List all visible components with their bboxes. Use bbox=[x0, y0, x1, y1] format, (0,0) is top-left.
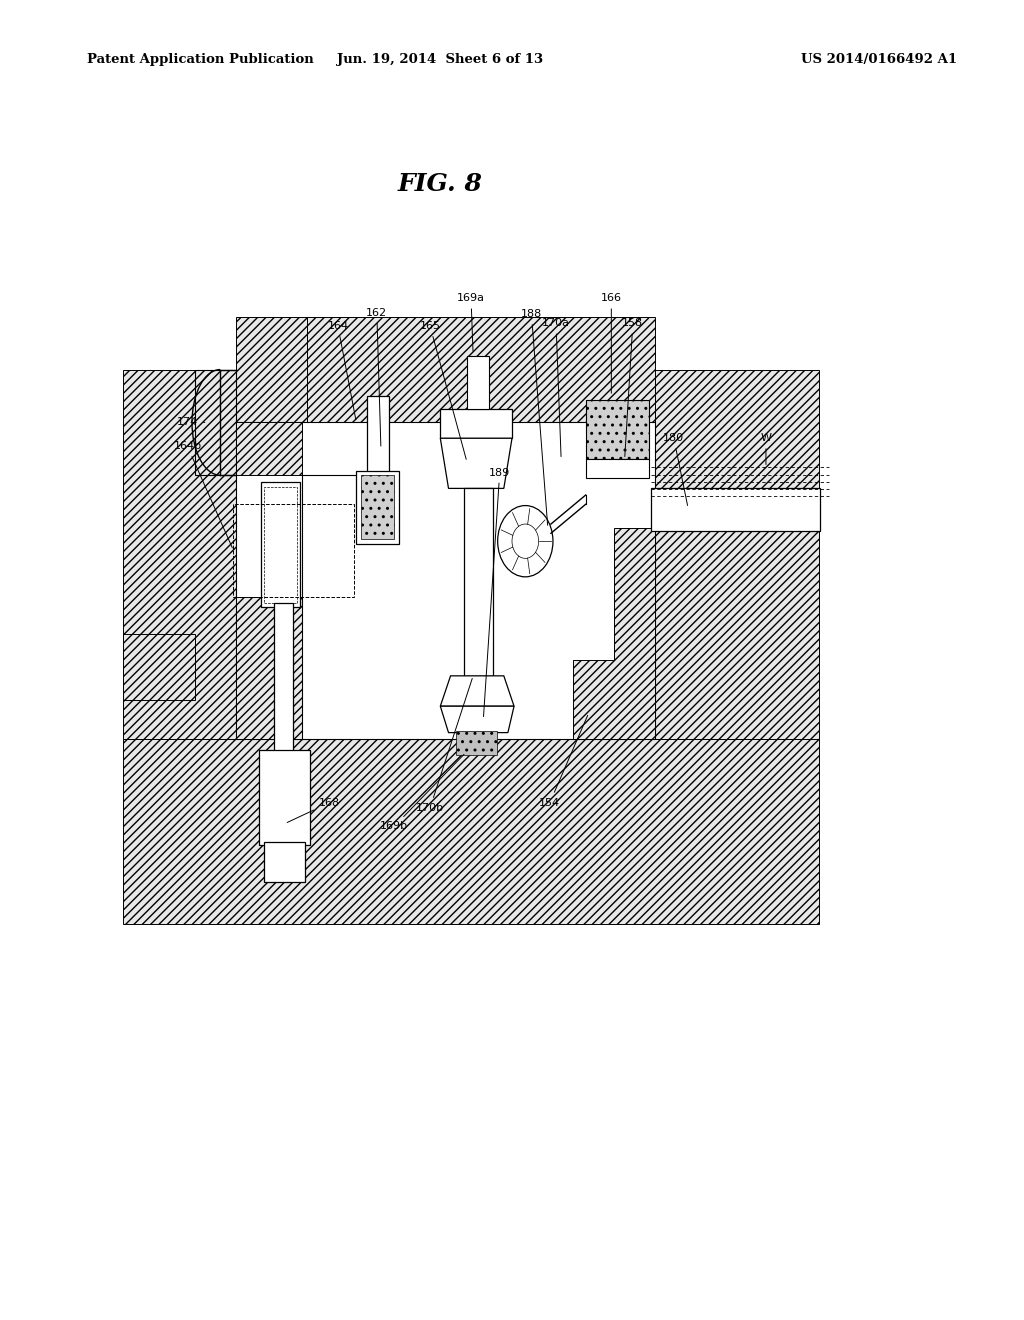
Bar bbox=[259, 750, 310, 845]
Text: 174: 174 bbox=[177, 417, 205, 428]
Bar bbox=[233, 504, 354, 597]
Text: 162: 162 bbox=[367, 308, 387, 446]
Polygon shape bbox=[123, 700, 819, 924]
Text: W: W bbox=[761, 433, 771, 465]
Polygon shape bbox=[236, 317, 307, 475]
Polygon shape bbox=[440, 706, 514, 733]
Polygon shape bbox=[440, 438, 512, 488]
Polygon shape bbox=[440, 409, 512, 438]
Text: 164: 164 bbox=[328, 321, 355, 420]
Text: 170a: 170a bbox=[542, 318, 570, 457]
Polygon shape bbox=[236, 422, 302, 475]
Text: 166: 166 bbox=[601, 293, 622, 393]
Bar bbox=[467, 356, 489, 409]
Bar bbox=[261, 482, 300, 607]
Text: 169b: 169b bbox=[380, 755, 464, 832]
Polygon shape bbox=[440, 676, 514, 706]
Bar bbox=[264, 487, 297, 603]
Bar bbox=[367, 396, 389, 475]
Bar bbox=[361, 475, 394, 539]
Circle shape bbox=[512, 524, 539, 558]
Text: FIG. 8: FIG. 8 bbox=[398, 172, 482, 195]
Text: 189: 189 bbox=[483, 467, 510, 717]
Polygon shape bbox=[195, 370, 236, 475]
Text: Jun. 19, 2014  Sheet 6 of 13: Jun. 19, 2014 Sheet 6 of 13 bbox=[337, 53, 544, 66]
Text: 165: 165 bbox=[420, 321, 466, 459]
Bar bbox=[236, 422, 655, 739]
Bar bbox=[456, 731, 497, 755]
Text: 168: 168 bbox=[287, 797, 340, 822]
Bar bbox=[264, 842, 305, 882]
Text: 180: 180 bbox=[664, 433, 687, 506]
Bar bbox=[586, 459, 649, 478]
Text: 169a: 169a bbox=[457, 293, 485, 351]
Text: 164b: 164b bbox=[173, 441, 232, 548]
Polygon shape bbox=[123, 634, 195, 700]
Polygon shape bbox=[655, 370, 819, 739]
Polygon shape bbox=[573, 528, 655, 739]
Polygon shape bbox=[236, 597, 302, 739]
Text: 158: 158 bbox=[623, 318, 643, 457]
Text: 154: 154 bbox=[540, 715, 588, 808]
Text: 170b: 170b bbox=[416, 678, 472, 813]
Polygon shape bbox=[123, 370, 236, 739]
Bar bbox=[464, 488, 493, 676]
Text: 188: 188 bbox=[521, 309, 548, 525]
Bar bbox=[356, 471, 399, 544]
Bar bbox=[586, 400, 649, 459]
Text: Patent Application Publication: Patent Application Publication bbox=[87, 53, 313, 66]
Polygon shape bbox=[307, 317, 655, 422]
Bar bbox=[274, 603, 293, 752]
Text: US 2014/0166492 A1: US 2014/0166492 A1 bbox=[802, 53, 957, 66]
Bar bbox=[651, 488, 820, 531]
Circle shape bbox=[498, 506, 553, 577]
